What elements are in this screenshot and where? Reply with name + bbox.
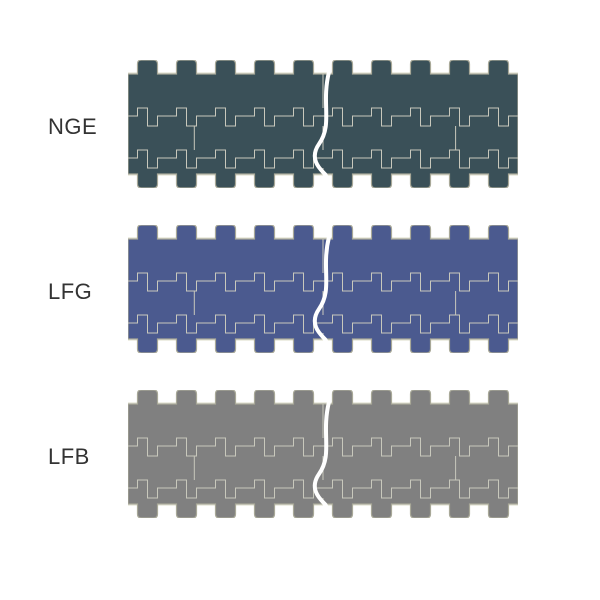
belt-lfg: [128, 225, 518, 353]
belt-swatch-stage: NGE LFG LFB: [0, 0, 600, 600]
label-nge: NGE: [48, 114, 97, 140]
label-lfg: LFG: [48, 279, 92, 305]
belt-nge: [128, 60, 518, 188]
label-lfb: LFB: [48, 444, 90, 470]
belt-lfb: [128, 390, 518, 518]
